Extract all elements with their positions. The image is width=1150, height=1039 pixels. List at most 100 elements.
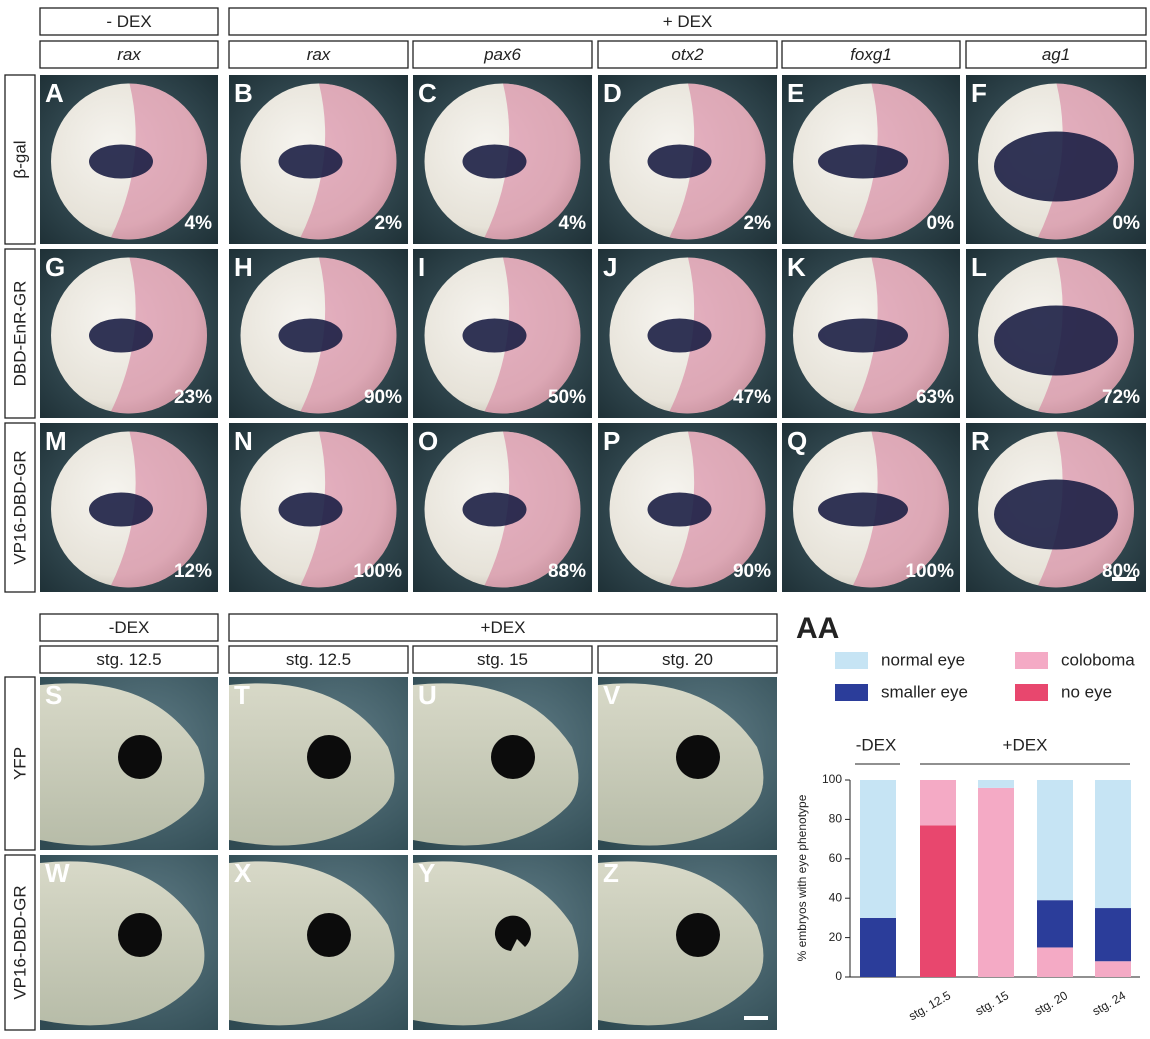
legend-label: coloboma — [1061, 650, 1135, 669]
panel-letter: E — [787, 78, 804, 108]
x-tick-label: stg. 20 — [1032, 988, 1070, 1018]
panel-letter: X — [234, 858, 252, 888]
legend-swatch — [835, 684, 868, 701]
y-tick-label: 80 — [829, 812, 843, 826]
percentage: 47% — [733, 387, 771, 408]
expression — [278, 144, 343, 179]
x-tick-label: stg. 24 — [1090, 988, 1128, 1018]
stain — [667, 257, 766, 414]
legend-swatch — [835, 652, 868, 669]
eye — [494, 915, 531, 951]
group-label: +DEX — [1003, 735, 1048, 754]
stage-label-box — [39, 645, 219, 674]
stain — [667, 83, 766, 240]
panel-letter: K — [787, 252, 806, 282]
gene-label-box — [228, 40, 409, 69]
bar-segment — [1095, 961, 1131, 977]
panel-letter: M — [45, 426, 67, 456]
stain — [109, 431, 207, 588]
expression — [462, 492, 527, 527]
scale-bar — [1112, 577, 1136, 581]
panel-letter: V — [603, 680, 621, 710]
row-label-box — [4, 74, 36, 245]
stage-label-box — [597, 645, 778, 674]
expression — [818, 318, 908, 353]
bar-segment — [1037, 780, 1073, 901]
panel-letter: N — [234, 426, 253, 456]
y-tick-label: 20 — [829, 930, 843, 944]
expression — [462, 318, 527, 353]
percentage: 12% — [174, 561, 212, 582]
gene-label-box — [965, 40, 1147, 69]
expression — [89, 318, 153, 353]
bar-segment — [860, 780, 896, 918]
stain — [482, 257, 581, 414]
panel-letter: H — [234, 252, 253, 282]
condition-label-box — [228, 613, 778, 642]
panel-letter: A — [45, 78, 64, 108]
legend-label: normal eye — [881, 650, 965, 669]
expression — [647, 144, 712, 179]
bar-segment — [920, 780, 956, 826]
group-label: -DEX — [856, 735, 897, 754]
stage-label: stg. 12.5 — [96, 650, 161, 669]
stain — [482, 83, 581, 240]
panel-letter: Y — [418, 858, 435, 888]
condition-label: + DEX — [663, 12, 713, 31]
percentage: 80% — [1102, 561, 1140, 582]
chart-title: AA — [796, 612, 839, 645]
condition-label-box — [39, 7, 219, 36]
percentage: 23% — [174, 387, 212, 408]
panel-letter: B — [234, 78, 253, 108]
percentage: 72% — [1102, 387, 1140, 408]
condition-label-box — [228, 7, 1147, 36]
y-tick-label: 40 — [829, 890, 843, 904]
percentage: 100% — [353, 561, 402, 582]
tadpole — [413, 861, 579, 1026]
bar-segment — [978, 780, 1014, 788]
gene-label: rax — [307, 45, 331, 64]
percentage: 90% — [364, 387, 402, 408]
gene-label: foxg1 — [850, 45, 892, 64]
row-label-box — [4, 422, 36, 593]
stain — [482, 431, 581, 588]
stage-label: stg. 12.5 — [286, 650, 351, 669]
panel-letter: G — [45, 252, 65, 282]
panel-letter: S — [45, 680, 62, 710]
row-label-box — [4, 854, 36, 1031]
panel-letter: Z — [603, 858, 619, 888]
x-tick-label: stg. 12.5 — [906, 988, 953, 1023]
gene-label-box — [412, 40, 593, 69]
bar-segment — [1037, 947, 1073, 977]
gene-label: otx2 — [671, 45, 704, 64]
bar-segment — [920, 825, 956, 977]
percentage: 4% — [559, 213, 587, 234]
bar-segment — [1037, 900, 1073, 948]
expression — [994, 479, 1118, 550]
legend-swatch — [1015, 652, 1048, 669]
stain — [298, 257, 397, 414]
row-label: DBD-EnR-GR — [10, 281, 29, 387]
panel-letter: C — [418, 78, 437, 108]
expression — [89, 492, 153, 527]
expression — [462, 144, 527, 179]
bar-segment — [1095, 780, 1131, 909]
panel-letter: P — [603, 426, 620, 456]
expression — [994, 131, 1118, 202]
percentage: 63% — [916, 387, 954, 408]
percentage: 2% — [375, 213, 403, 234]
stain — [298, 431, 397, 588]
expression — [647, 492, 712, 527]
percentage: 88% — [548, 561, 586, 582]
expression — [994, 305, 1118, 376]
gene-label-box — [39, 40, 219, 69]
expression — [278, 492, 343, 527]
gene-label: rax — [117, 45, 141, 64]
condition-label-box — [39, 613, 219, 642]
eye — [118, 913, 162, 957]
condition-label: - DEX — [106, 12, 151, 31]
panel-letter: L — [971, 252, 987, 282]
percentage: 2% — [744, 213, 772, 234]
panel-letter: D — [603, 78, 622, 108]
